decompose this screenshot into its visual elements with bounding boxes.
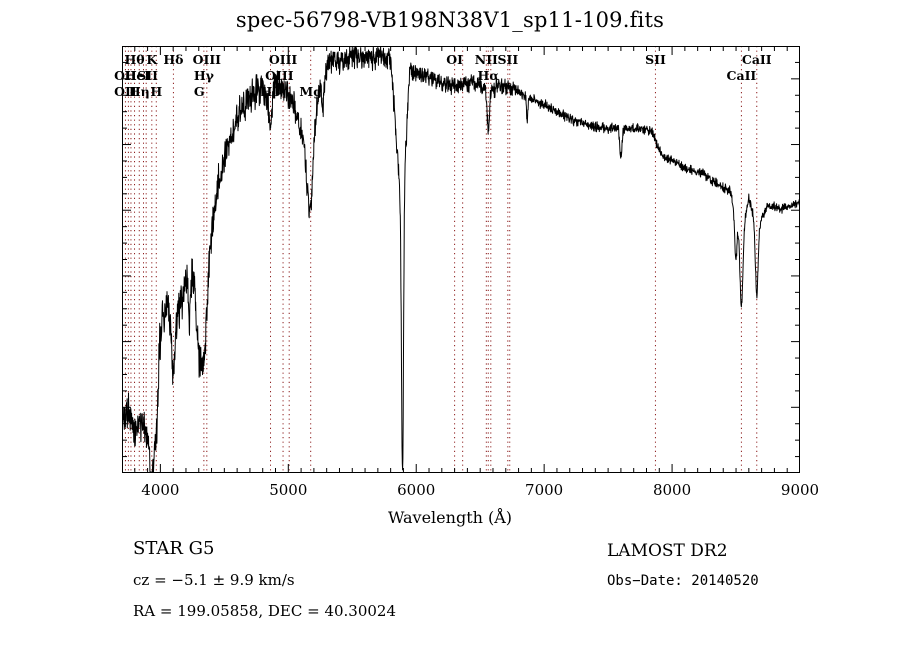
line-label-oiii: OIII <box>265 68 294 83</box>
line-label-h: Hη <box>128 84 150 99</box>
line-label-sii: SII <box>137 68 158 83</box>
chart-plot-area <box>122 46 800 473</box>
line-label-h: Hα <box>477 68 499 83</box>
observation-date-text: Obs−Date: 20140520 <box>607 573 759 589</box>
coordinates-text: RA = 199.05858, DEC = 40.30024 <box>133 602 397 620</box>
x-tick-label: 7000 <box>525 481 564 499</box>
line-label-h: Hθ <box>124 52 145 67</box>
line-label-caii: CaII <box>726 68 757 83</box>
line-label-oi: OI <box>446 52 463 67</box>
line-label-mg: Mg <box>299 84 322 99</box>
line-label-oii: OII <box>114 84 137 99</box>
line-label-oiii: OIII <box>192 52 222 67</box>
line-label-hei: HeI <box>124 68 151 83</box>
star-type-text: STAR G5 <box>133 538 215 559</box>
redshift-velocity-text: cz = −5.1 ± 9.9 km/s <box>133 571 295 589</box>
plot-frame <box>122 46 800 473</box>
line-label-k: K <box>146 52 158 67</box>
line-label-oii: OII <box>114 68 137 83</box>
line-label-h: Hδ <box>163 52 184 67</box>
line-label-g: G <box>193 84 205 99</box>
line-label-h: Hβ <box>260 84 281 99</box>
x-tick-label: 5000 <box>269 481 308 499</box>
survey-name-text: LAMOST DR2 <box>607 541 728 561</box>
line-label-nii: NII <box>474 52 498 67</box>
x-tick-label: 9000 <box>780 481 820 499</box>
line-label-sii: SII <box>645 52 666 67</box>
x-tick-label: 8000 <box>652 481 692 499</box>
line-label-oiii: OIII <box>268 52 298 67</box>
line-label-sii: SII <box>497 52 519 67</box>
x-tick-label: 6000 <box>397 481 436 499</box>
page-title: spec-56798-VB198N38V1_sp11-109.fits <box>235 8 665 32</box>
line-label-caii: CaII <box>741 52 772 67</box>
line-label-h: Hγ <box>193 68 214 83</box>
x-tick-label: 4000 <box>141 481 180 499</box>
x-axis-label: Wavelength (Å) <box>387 508 513 527</box>
spectrum-trace <box>122 46 800 473</box>
line-label-h: H <box>150 84 163 99</box>
